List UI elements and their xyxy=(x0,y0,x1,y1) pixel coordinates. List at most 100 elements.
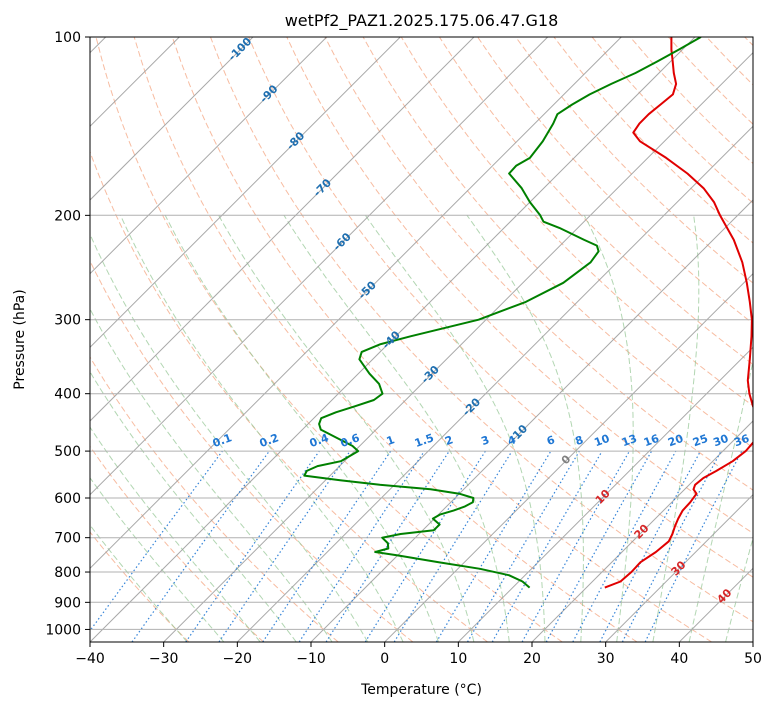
isotherm xyxy=(90,37,622,570)
chart-title: wetPf2_PAZ1.2025.175.06.47.G18 xyxy=(285,11,559,31)
moist-adiabat xyxy=(90,370,297,642)
mixing-ratio-line xyxy=(90,450,223,632)
dry-adiabat xyxy=(210,37,753,623)
y-tick-label: 800 xyxy=(54,565,81,581)
moist-adiabat xyxy=(725,536,753,642)
isotherm xyxy=(605,493,753,642)
mixing-ratio-line xyxy=(262,450,392,642)
mixing-ratio-label: 13 xyxy=(620,432,639,449)
moist-adiabat xyxy=(364,215,546,642)
y-tick-label: 100 xyxy=(54,30,81,46)
isotherm xyxy=(457,346,753,642)
pressure-gridlines xyxy=(90,37,753,630)
mixing-ratio-label: 30 xyxy=(711,432,730,450)
plot-background xyxy=(90,37,753,642)
x-tick-label: −40 xyxy=(75,651,105,667)
mixing-ratio-label: 10 xyxy=(593,432,612,450)
isotherm xyxy=(90,37,328,275)
plot-frame xyxy=(89,36,754,643)
mixing-ratio-line xyxy=(185,450,320,642)
mixing-ratio-label: 3 xyxy=(479,433,491,448)
isotherm xyxy=(531,420,753,642)
y-tick-label: 200 xyxy=(54,208,81,224)
y-tick-label: 300 xyxy=(54,313,81,329)
mixing-ratio-label: 1 xyxy=(385,433,397,448)
dry-adiabat xyxy=(400,37,753,407)
mixing-ratio-label: 4 xyxy=(506,433,518,448)
x-tick-label: −10 xyxy=(296,651,326,667)
x-tick-label: −30 xyxy=(149,651,179,667)
y-tick-label: 700 xyxy=(54,531,81,547)
moist-adiabat xyxy=(90,524,188,642)
mixing-ratio-line xyxy=(521,450,631,642)
mixing-ratio-label: 25 xyxy=(691,432,710,449)
mixing-ratio-line xyxy=(298,450,425,642)
x-tick-label: 10 xyxy=(449,651,467,667)
mixing-ratio-label: 16 xyxy=(642,432,661,450)
dry-adiabat xyxy=(438,37,753,366)
dry-adiabat xyxy=(515,37,753,284)
x-axis-title: Temperature (°C) xyxy=(360,682,482,698)
x-tick-label: −20 xyxy=(223,651,253,667)
moist-adiabat xyxy=(688,358,753,642)
dry-adiabat xyxy=(171,37,712,642)
mixing-ratio-label: 0.1 xyxy=(211,431,234,450)
mixing-ratio-label: 1.5 xyxy=(413,431,436,450)
moist-adiabat xyxy=(90,308,333,642)
isotherm xyxy=(90,37,401,349)
mixing-ratio-line xyxy=(393,450,513,642)
temperature-profile-line xyxy=(604,37,753,589)
moist-adiabat xyxy=(90,476,225,642)
moist-adiabat xyxy=(164,215,439,642)
plot-area: -100-90-80-70-60-50-40-30-20-10010203040… xyxy=(90,37,753,642)
mixing-ratio-label: 8 xyxy=(573,433,585,448)
isotherm xyxy=(90,37,696,642)
isotherm xyxy=(384,272,753,642)
isotherm xyxy=(236,125,753,642)
y-tick-label: 1000 xyxy=(45,622,81,638)
x-tick-label: 40 xyxy=(670,651,688,667)
dry-adiabat xyxy=(90,356,339,642)
mixing-ratio-label: 0.4 xyxy=(308,431,331,450)
moist-adiabat xyxy=(583,215,634,642)
background-lines xyxy=(90,37,753,642)
mixing-ratio-line xyxy=(572,450,677,642)
x-tick-label: 30 xyxy=(597,651,615,667)
isotherm xyxy=(90,37,254,201)
moist-adiabat xyxy=(466,215,584,642)
y-tick-label: 500 xyxy=(54,444,81,460)
y-tick-label: 400 xyxy=(54,387,81,403)
mixing-ratio-line xyxy=(218,450,351,642)
mixing-ratio-line xyxy=(325,450,450,642)
moist-adiabat xyxy=(90,426,261,642)
mixing-ratio-label: 36 xyxy=(732,432,751,450)
dry-adiabat xyxy=(90,531,190,642)
dry-adiabat xyxy=(90,150,488,642)
dewpoint-profile-line xyxy=(303,37,702,589)
dry-adiabat xyxy=(95,37,563,642)
profiles xyxy=(303,37,753,589)
x-axis: −40 −30 −20 −10 0 10 20 30 40 50 xyxy=(75,642,762,667)
y-tick-label: 900 xyxy=(54,595,81,611)
mixing-ratio-line xyxy=(644,450,743,642)
x-tick-label: 0 xyxy=(380,651,389,667)
moist-adiabat xyxy=(120,215,404,642)
moist-adiabat xyxy=(90,232,369,642)
mixing-ratio-label: 0.2 xyxy=(258,431,281,450)
isotherm xyxy=(90,37,475,422)
isotherm xyxy=(310,199,753,642)
mixing-ratio-line xyxy=(545,450,653,642)
mixing-ratio-label: 2 xyxy=(443,433,455,448)
mixing-ratio-label: 20 xyxy=(666,432,685,450)
isotherm xyxy=(163,51,753,642)
y-tick-label: 600 xyxy=(54,491,81,507)
dry-adiabat xyxy=(90,445,264,642)
moist-adiabat xyxy=(652,215,700,642)
moist-adiabat xyxy=(218,215,475,642)
dry-adiabat xyxy=(248,37,753,578)
isotherm xyxy=(90,37,549,496)
x-tick-label: 50 xyxy=(744,651,762,667)
y-axis-title: Pressure (hPa) xyxy=(12,289,28,389)
mixing-ratio-label: 0.6 xyxy=(339,431,362,450)
